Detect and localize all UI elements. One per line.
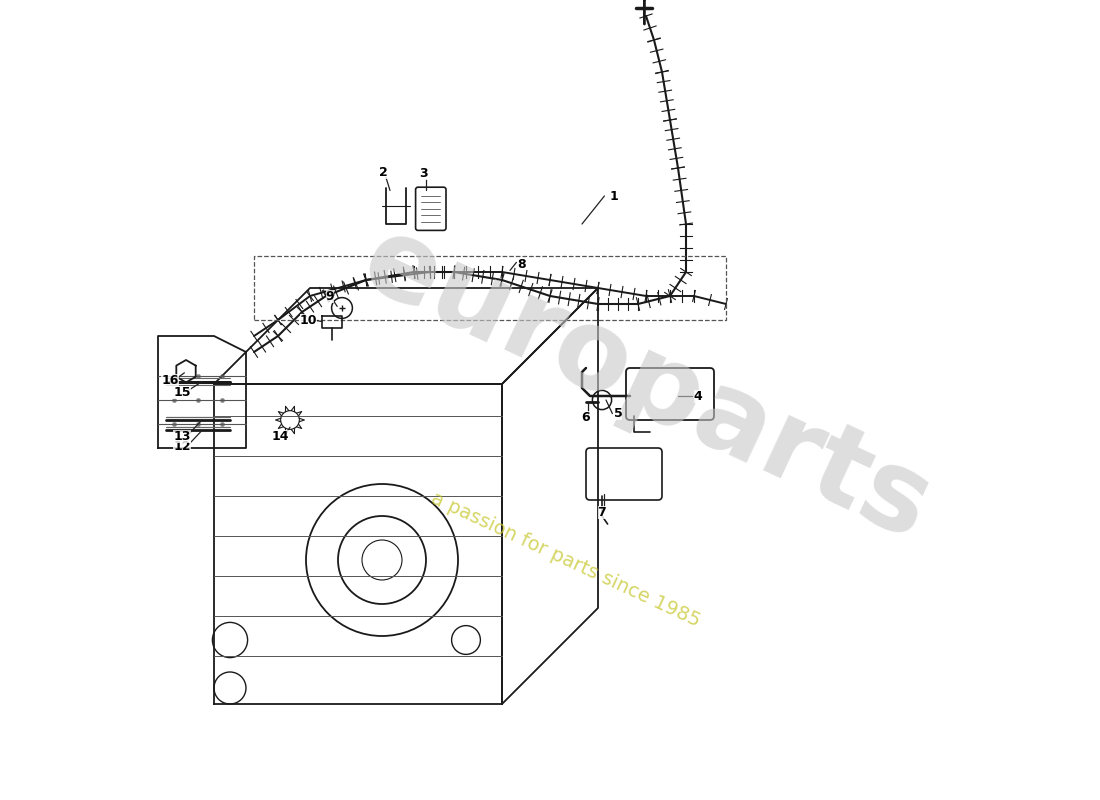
- Text: 3: 3: [419, 167, 428, 180]
- Text: europarts: europarts: [345, 206, 947, 562]
- Text: 13: 13: [174, 430, 190, 442]
- Text: 10: 10: [299, 314, 317, 326]
- Text: 16: 16: [162, 374, 178, 387]
- Text: 14: 14: [272, 430, 289, 442]
- Text: 6: 6: [582, 411, 591, 424]
- Text: 4: 4: [694, 390, 703, 402]
- FancyBboxPatch shape: [586, 448, 662, 500]
- Text: a passion for parts since 1985: a passion for parts since 1985: [428, 489, 704, 631]
- Text: 8: 8: [518, 258, 526, 270]
- Text: 15: 15: [174, 386, 190, 398]
- Text: 2: 2: [379, 166, 388, 178]
- Circle shape: [593, 390, 612, 410]
- Text: 7: 7: [597, 506, 606, 518]
- FancyBboxPatch shape: [626, 368, 714, 420]
- Text: 1: 1: [609, 190, 618, 202]
- Text: 9: 9: [326, 290, 334, 302]
- Text: 5: 5: [614, 407, 623, 420]
- Text: 12: 12: [174, 440, 190, 453]
